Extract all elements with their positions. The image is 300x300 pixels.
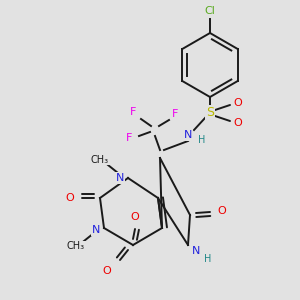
Text: F: F	[130, 107, 136, 117]
Text: O: O	[130, 212, 140, 222]
Text: O: O	[218, 206, 226, 216]
Text: Cl: Cl	[205, 6, 215, 16]
Text: O: O	[103, 266, 111, 276]
Text: O: O	[234, 98, 242, 108]
Text: N: N	[184, 130, 192, 140]
Text: S: S	[206, 106, 214, 119]
Text: N: N	[116, 173, 124, 183]
Text: F: F	[172, 109, 178, 119]
Text: CH₃: CH₃	[91, 155, 109, 165]
Text: O: O	[234, 118, 242, 128]
Text: N: N	[192, 246, 200, 256]
Text: N: N	[92, 225, 100, 235]
Text: O: O	[66, 193, 74, 203]
Text: H: H	[198, 135, 206, 145]
Text: F: F	[126, 133, 132, 143]
Text: H: H	[204, 254, 212, 264]
Text: CH₃: CH₃	[67, 241, 85, 251]
